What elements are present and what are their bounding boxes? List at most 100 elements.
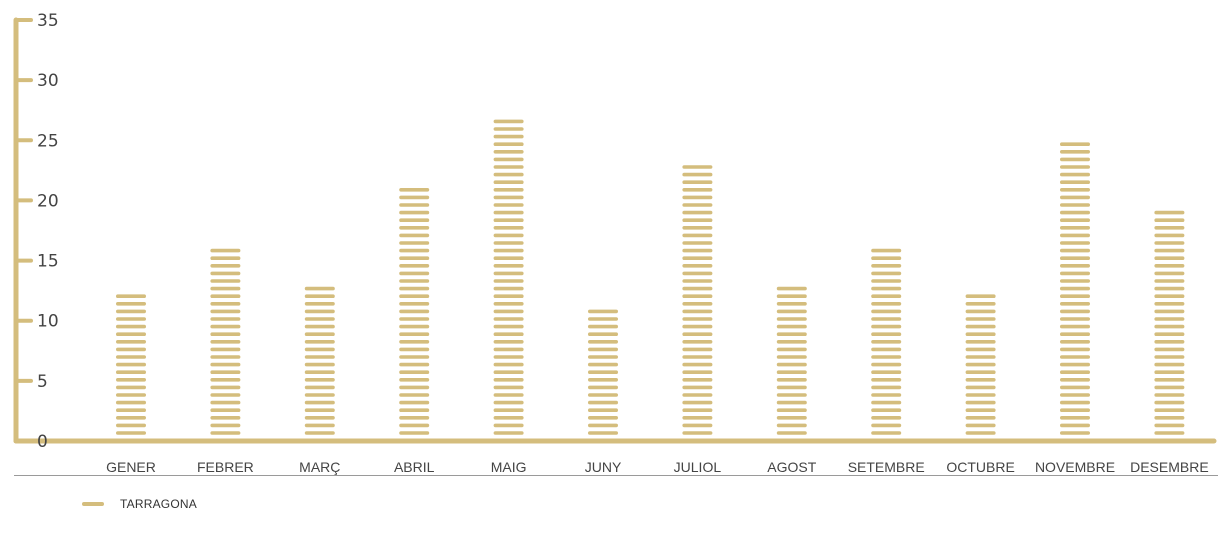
bar-segment	[493, 226, 524, 230]
y-tick-label: 30	[37, 71, 59, 91]
bar-segment	[1060, 142, 1090, 146]
bar-segment	[588, 400, 618, 405]
bar-segment	[871, 416, 902, 420]
bar-segment	[588, 385, 618, 390]
bar-segment	[1060, 157, 1090, 162]
bar-segment	[304, 317, 335, 321]
bar-segment	[1060, 241, 1090, 245]
bar-agost	[776, 286, 807, 435]
chart-bars	[116, 119, 1185, 435]
bar-segment	[965, 324, 996, 329]
bar-segment	[116, 431, 146, 435]
bar-segment	[1060, 279, 1090, 283]
bar-segment	[871, 347, 902, 352]
bar-segment	[493, 431, 524, 435]
bar-segment	[871, 355, 902, 359]
bar-segment	[682, 195, 713, 200]
bar-segment	[493, 210, 524, 215]
bar-segment	[1154, 370, 1185, 374]
bar-segment	[682, 317, 713, 321]
bar-segment	[1060, 203, 1090, 207]
bar-segment	[304, 378, 335, 382]
bar-segment	[1154, 416, 1185, 420]
bar-segment	[1154, 279, 1185, 283]
bar-segment	[399, 248, 430, 253]
bar-segment	[493, 233, 524, 238]
bar-juny	[588, 309, 618, 435]
bar-segment	[682, 370, 713, 374]
bar-segment	[1154, 241, 1185, 245]
bar-segment	[682, 431, 713, 435]
bar-segment	[399, 347, 430, 352]
bar-segment	[682, 294, 713, 298]
bar-segment	[965, 317, 996, 321]
bar-segment	[588, 408, 618, 412]
legend-label: TARRAGONA	[120, 497, 197, 511]
bar-segment	[871, 400, 902, 405]
bar-segment	[965, 340, 996, 344]
bar-segment	[210, 347, 241, 352]
bar-segment	[210, 393, 241, 397]
bar-segment	[304, 355, 335, 359]
bar-segment	[682, 279, 713, 283]
bar-segment	[1060, 248, 1090, 253]
bar-segment	[304, 332, 335, 336]
bar-segment	[493, 302, 524, 306]
bar-segment	[493, 180, 524, 184]
bar-segment	[588, 355, 618, 359]
bar-segment	[871, 309, 902, 314]
bar-segment	[493, 423, 524, 428]
bar-segment	[1154, 378, 1185, 382]
bar-segment	[1154, 317, 1185, 321]
bar-maig	[493, 119, 524, 435]
bar-desembre	[1154, 210, 1185, 435]
bar-segment	[1154, 302, 1185, 306]
bar-segment	[682, 302, 713, 306]
bar-segment	[871, 393, 902, 397]
bar-segment	[588, 378, 618, 382]
bar-segment	[1060, 172, 1090, 177]
bar-segment	[776, 378, 807, 382]
bar-segment	[116, 370, 146, 374]
bar-segment	[588, 431, 618, 435]
bar-segment	[304, 302, 335, 306]
bar-segment	[210, 248, 241, 253]
bar-segment	[210, 256, 241, 260]
bar-segment	[210, 408, 241, 412]
bar-segment	[493, 218, 524, 222]
bar-segment	[1060, 226, 1090, 230]
bar-segment	[493, 203, 524, 207]
bar-segment	[1060, 332, 1090, 336]
bar-segment	[871, 431, 902, 435]
bar-segment	[493, 188, 524, 192]
bar-segment	[776, 385, 807, 390]
bar-segment	[1154, 431, 1185, 435]
bar-segment	[493, 317, 524, 321]
bar-segment	[1060, 370, 1090, 374]
bar-segment	[871, 324, 902, 329]
bar-segment	[399, 423, 430, 428]
x-tick-label: SETEMBRE	[848, 459, 925, 475]
bar-segment	[210, 324, 241, 329]
bar-segment	[399, 378, 430, 382]
bar-segment	[588, 362, 618, 367]
bar-segment	[965, 423, 996, 428]
bar-segment	[493, 362, 524, 367]
bar-segment	[1060, 423, 1090, 428]
bar-segment	[871, 264, 902, 268]
x-tick-label: JULIOL	[674, 459, 722, 475]
bar-segment	[682, 324, 713, 329]
bar-segment	[1060, 195, 1090, 200]
bar-segment	[399, 218, 430, 222]
y-tick-label: 35	[37, 11, 59, 31]
bar-segment	[210, 378, 241, 382]
y-tick-label: 20	[37, 191, 59, 211]
bar-segment	[1154, 226, 1185, 230]
bar-segment	[493, 370, 524, 374]
bar-segment	[399, 294, 430, 298]
bar-segment	[1060, 362, 1090, 367]
bar-segment	[1154, 218, 1185, 222]
bar-segment	[493, 165, 524, 169]
bar-segment	[399, 271, 430, 276]
